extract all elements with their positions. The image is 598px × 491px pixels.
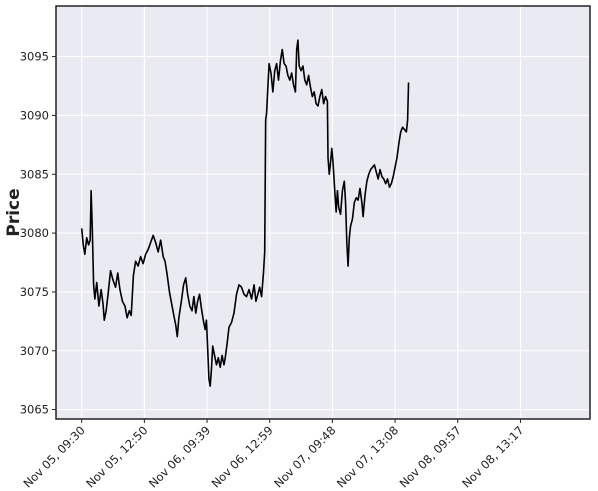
price-line [80, 39, 410, 387]
x-tick-label: Nov 05, 12:50 [83, 423, 150, 490]
y-tick-label: 3075 [20, 285, 49, 299]
x-tick-label: Nov 07, 13:08 [334, 423, 401, 490]
x-tick-label: Nov 06, 12:59 [209, 423, 276, 490]
axes-frame [55, 5, 591, 420]
y-tick-label: 3065 [20, 403, 49, 417]
plot-area [56, 6, 590, 419]
y-tick-label: 3070 [20, 344, 49, 358]
y-tick-label: 3085 [20, 167, 49, 181]
y-tick-label: 3095 [20, 50, 49, 64]
x-tick-label: Nov 08, 13:17 [459, 423, 526, 490]
y-tick-labels: 3065 3070 3075 3080 3085 3090 3095 [20, 50, 49, 417]
grid [56, 6, 590, 419]
x-tick-label: Nov 08, 09:57 [397, 423, 464, 490]
x-tick-label: Nov 06, 09:39 [146, 423, 213, 490]
x-tick-label: Nov 05, 09:30 [21, 423, 88, 490]
y-tick-label: 3090 [20, 108, 49, 122]
x-tick-label: Nov 07, 09:48 [271, 423, 338, 490]
y-axis-label: Price [4, 188, 24, 236]
y-tick-label: 3080 [20, 226, 49, 240]
